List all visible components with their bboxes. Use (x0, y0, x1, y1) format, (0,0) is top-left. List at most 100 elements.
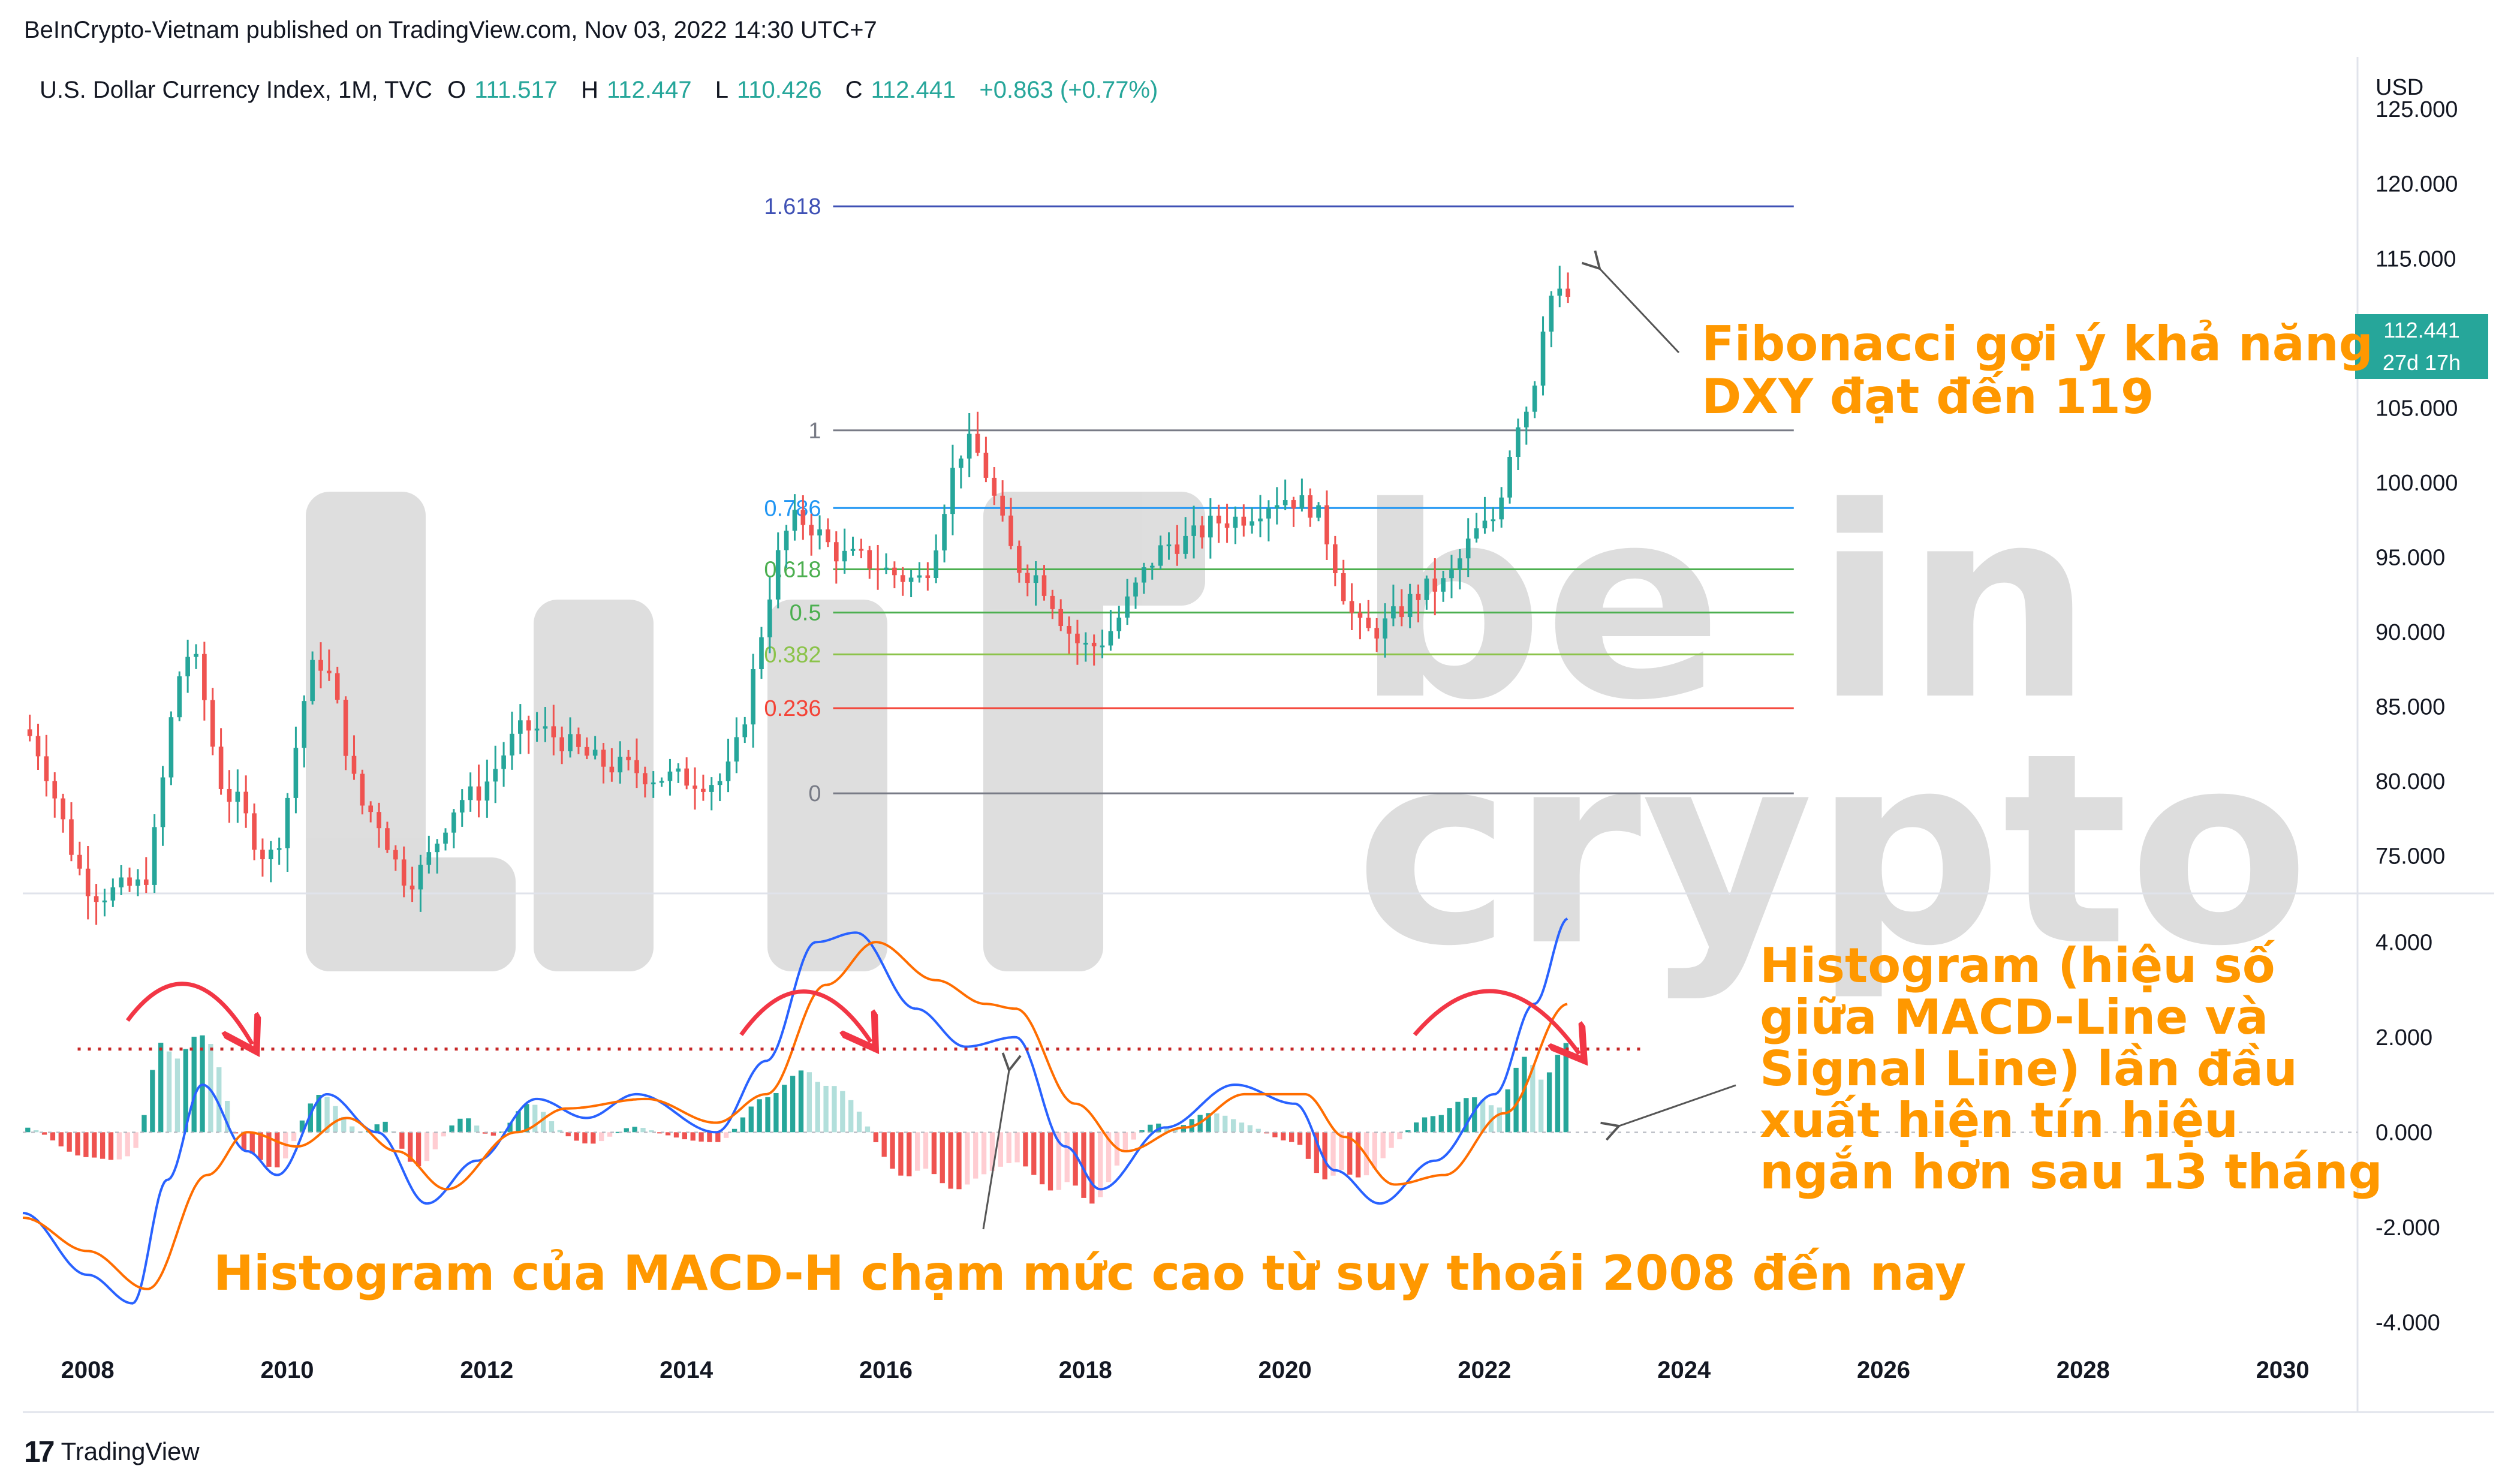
watermark-text-bein: be in (1355, 451, 2093, 758)
candle (94, 884, 99, 925)
candle (609, 748, 615, 782)
candle (1516, 419, 1521, 471)
candle-body (351, 755, 357, 774)
candle-body (809, 525, 814, 536)
histogram-bar (1372, 1132, 1378, 1169)
candle (1349, 583, 1354, 630)
candle-body (1549, 296, 1554, 332)
symbol-legend: U.S. Dollar Currency Index, 1M, TVC O 111… (40, 77, 1166, 104)
candle-body (826, 529, 830, 543)
candle (1565, 272, 1570, 303)
histogram-bar (1497, 1107, 1503, 1133)
histogram-bar (349, 1126, 355, 1133)
histogram-bar (183, 1049, 188, 1133)
candle (127, 867, 132, 892)
candle (327, 649, 332, 681)
candle (934, 534, 939, 583)
candle-body (884, 567, 889, 570)
time-tick-11: 2030 (2256, 1357, 2310, 1383)
candle (1357, 603, 1363, 640)
histogram-bar (832, 1086, 837, 1133)
candle (1316, 502, 1321, 522)
candle-body (751, 669, 755, 725)
histogram-bar (557, 1130, 563, 1133)
price-tick-1: 80.000 (2376, 769, 2445, 794)
candle-body (235, 791, 240, 802)
histogram-bar (1438, 1115, 1444, 1133)
candle (1116, 606, 1122, 639)
candle (667, 758, 673, 796)
histogram-bar (1563, 1043, 1568, 1133)
candle-body (676, 768, 681, 772)
candle-body (276, 848, 282, 850)
candle (867, 546, 872, 579)
candle-body (559, 737, 564, 751)
last-price: 112.441 (2383, 318, 2460, 342)
candle-body (875, 568, 880, 571)
histogram-bar (1206, 1113, 1211, 1133)
histogram-bar (1555, 1055, 1561, 1133)
histogram-bar (881, 1132, 887, 1157)
histogram-bar (399, 1132, 405, 1149)
histogram-bar (1073, 1132, 1078, 1186)
candle (351, 735, 357, 780)
candle-body (335, 673, 340, 700)
histogram-bar (374, 1124, 380, 1133)
histogram-bar (599, 1132, 604, 1142)
candle-body (1499, 497, 1504, 520)
histogram-bar (1139, 1130, 1145, 1133)
candle (526, 715, 531, 754)
candle (775, 532, 781, 609)
candle (1524, 407, 1529, 445)
histogram-bar (482, 1132, 488, 1134)
candle (1557, 266, 1562, 308)
candle-body (210, 700, 215, 747)
candle (1191, 505, 1196, 559)
tradingview-logo[interactable]: 17 TradingView (24, 1434, 200, 1469)
candle (651, 771, 656, 798)
histogram-bar (715, 1132, 721, 1142)
candle-body (1524, 411, 1529, 428)
candle-body (543, 726, 548, 729)
histogram-bar (948, 1132, 953, 1189)
histogram-bar (108, 1132, 114, 1160)
histogram-bar (1223, 1115, 1228, 1133)
candle (484, 759, 490, 818)
histogram-bar (150, 1070, 155, 1133)
candle (551, 705, 556, 755)
candle (709, 777, 714, 811)
candle-body (1200, 525, 1205, 538)
symbol-name: U.S. Dollar Currency Index, 1M, TVC (40, 77, 433, 103)
histogram-bar (914, 1132, 920, 1171)
candle (983, 437, 989, 483)
candle-body (1241, 516, 1247, 526)
candle (950, 444, 955, 535)
histogram-bar (1472, 1097, 1477, 1133)
candle (809, 513, 814, 556)
candle-body (867, 550, 872, 569)
candle (1291, 496, 1296, 527)
candle (1008, 498, 1013, 550)
candle-body (393, 850, 398, 860)
candle (1374, 618, 1380, 652)
candle (218, 728, 224, 795)
histogram-bar (765, 1097, 770, 1133)
candle-body (1299, 495, 1305, 508)
candle (1458, 549, 1462, 590)
candle-body (418, 865, 423, 890)
histogram-bar (291, 1132, 297, 1142)
histogram-bar (224, 1101, 230, 1133)
time-tick-3: 2014 (660, 1357, 713, 1383)
candle-body (185, 657, 190, 676)
red-curved-arrow-2015 (739, 989, 871, 1042)
candle (476, 764, 481, 818)
candle-body (310, 660, 315, 702)
histogram-bar (740, 1117, 746, 1133)
fib-label-1: 1 (808, 419, 821, 444)
candle (227, 770, 232, 823)
candle-body (1091, 642, 1097, 646)
candle-body (1474, 528, 1479, 539)
candle (61, 793, 65, 833)
histogram-bar (457, 1118, 463, 1133)
